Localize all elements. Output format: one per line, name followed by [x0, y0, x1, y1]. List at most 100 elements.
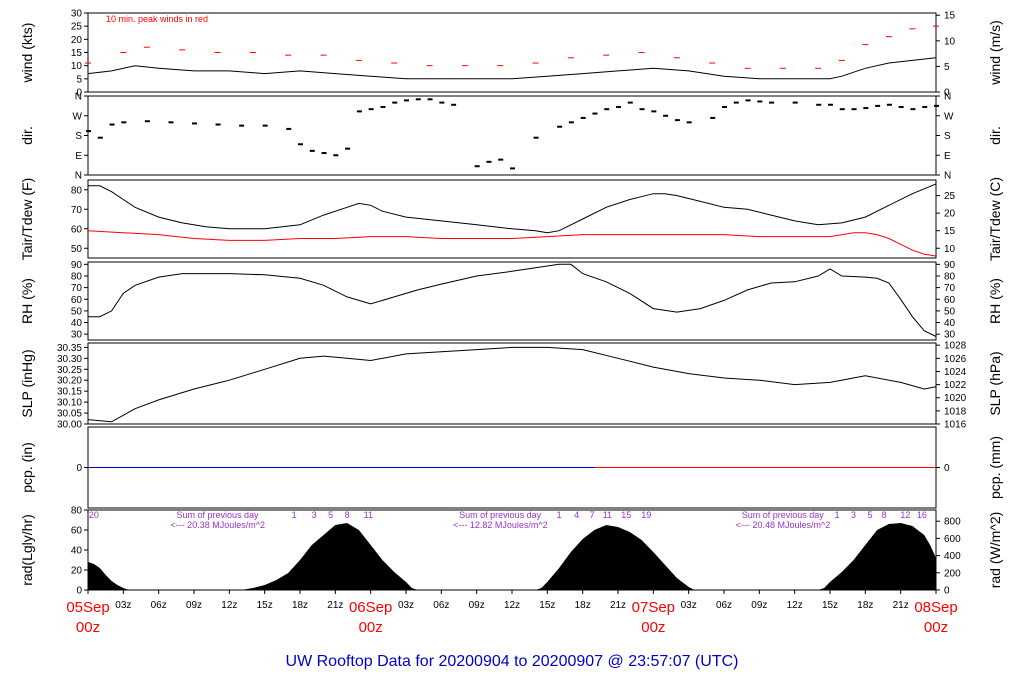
- wind-left-tick-label: 10: [71, 61, 83, 72]
- x-tick-label: 09z: [469, 600, 485, 611]
- dir-dir-mark: [886, 103, 892, 106]
- wind-series-0-line: [87, 57, 937, 80]
- dir-dir-mark: [663, 114, 669, 117]
- slp-right-tick-label: 1020: [944, 393, 967, 404]
- day-label-date: 05Sep: [66, 599, 109, 616]
- slp-right-tick-label: 1028: [944, 341, 967, 352]
- dir-dir-mark: [109, 123, 115, 126]
- rad-hour-mark: 16: [917, 510, 927, 520]
- dir-dir-mark: [745, 99, 751, 102]
- dir-right-tick-label: S: [944, 131, 951, 142]
- dir-dir-mark: [215, 123, 221, 126]
- dir-dir-mark: [192, 122, 197, 125]
- wind-right-tick-label: 15: [944, 11, 956, 22]
- slp-right-tick-label: 1024: [944, 367, 967, 378]
- dir-dir-mark: [934, 104, 939, 107]
- rad-left-axis-label: rad(Lgly/hr): [19, 514, 35, 586]
- rad-hour-mark: 11: [603, 510, 612, 520]
- dir-dir-mark: [627, 101, 633, 104]
- dir-right-tick-label: N: [944, 92, 951, 103]
- dir-dir-mark: [722, 105, 727, 108]
- dir-dir-mark: [616, 105, 621, 108]
- dir-dir-mark: [356, 110, 362, 113]
- rh-left-tick-label: 50: [71, 306, 83, 317]
- rh-left-tick-label: 40: [71, 318, 83, 329]
- slp-right-tick-label: 1026: [944, 354, 967, 365]
- wind-left-tick-label: 30: [71, 9, 83, 20]
- wind-right-tick-label: 0: [944, 88, 950, 99]
- slp-left-tick-label: 30.35: [57, 343, 82, 354]
- dir-dir-mark: [86, 130, 91, 133]
- dir-dir-mark: [333, 154, 339, 157]
- dir-right-tick-label: W: [944, 111, 954, 122]
- dir-dir-mark: [710, 116, 716, 119]
- dir-dir-mark: [604, 108, 610, 111]
- slp-left-tick-label: 30.30: [57, 354, 82, 365]
- wind-left-tick-label: 5: [76, 74, 82, 85]
- temp-series-0-line: [88, 183, 937, 234]
- rad-left-tick-label: 20: [71, 566, 83, 577]
- dir-right-axis-label: dir.: [987, 126, 1003, 145]
- x-tick-label: 09z: [186, 600, 202, 611]
- dir-left-tick-label: S: [75, 131, 82, 142]
- rad-hour-mark: 20: [89, 510, 99, 520]
- temp-panel-frame: [87, 179, 937, 259]
- temp-right-axis-label: Tair/Tdew (C): [987, 177, 1003, 261]
- slp-series-0-line: [87, 346, 937, 423]
- rh-left-axis-label: RH (%): [19, 278, 35, 324]
- x-tick-label: 15z: [539, 600, 555, 611]
- rh-right-tick-label: 70: [944, 283, 956, 294]
- dir-dir-mark: [415, 98, 421, 101]
- x-tick-label: 18z: [857, 600, 873, 611]
- temp-left-tick-label: 50: [71, 244, 83, 255]
- dir-dir-mark: [898, 105, 904, 108]
- dir-dir-mark: [510, 167, 515, 170]
- rh-right-tick-label: 60: [944, 295, 956, 306]
- slp-right-axis-label: SLP (hPa): [987, 351, 1003, 415]
- x-tick-label: 12z: [504, 600, 520, 611]
- dir-dir-mark: [863, 107, 869, 110]
- dir-dir-mark: [97, 136, 103, 139]
- slp-left-tick-label: 30.10: [57, 398, 82, 409]
- dir-left-tick-label: N: [75, 92, 82, 103]
- dir-dir-mark: [168, 121, 174, 124]
- rh-right-tick-label: 80: [944, 271, 956, 282]
- rad-hour-mark: 1: [292, 510, 297, 520]
- dir-dir-mark: [427, 98, 433, 101]
- rad-hour-mark: 8: [345, 510, 350, 520]
- day-label-date: 08Sep: [914, 599, 957, 616]
- dir-dir-mark: [239, 124, 245, 127]
- rad-right-tick-label: 800: [944, 517, 961, 528]
- rh-series-0-line: [88, 263, 937, 337]
- rad-hour-mark: 5: [328, 510, 333, 520]
- rh-right-axis-label: RH (%): [987, 278, 1003, 324]
- x-tick-label: 06z: [716, 600, 732, 611]
- wind-left-tick-label: 20: [71, 35, 83, 46]
- slp-left-tick-label: 30.15: [57, 387, 82, 398]
- x-tick-label: 15z: [822, 600, 838, 611]
- x-tick-label: 03z: [398, 600, 414, 611]
- rh-left-tick-label: 30: [71, 330, 83, 341]
- temp-right-tick-label: 15: [944, 226, 956, 237]
- x-tick-label: 15z: [257, 600, 273, 611]
- rad-left-tick-label: 60: [71, 526, 83, 537]
- slp-left-tick-label: 30.05: [57, 409, 82, 420]
- dir-dir-mark: [769, 101, 775, 104]
- wind-left-tick-label: 25: [71, 22, 83, 33]
- x-tick-label: 03z: [681, 600, 697, 611]
- rad-hour-mark: 11: [364, 510, 373, 520]
- dir-panel-frame: [87, 95, 937, 176]
- x-tick-label: 03z: [115, 600, 131, 611]
- rad-hour-mark: 5: [868, 510, 873, 520]
- dir-dir-mark: [262, 124, 268, 127]
- pcp-right-axis-label: pcp. (mm): [987, 436, 1003, 499]
- dir-dir-mark: [592, 112, 598, 115]
- day-label-time: 00z: [641, 619, 665, 636]
- dir-dir-mark: [922, 105, 928, 108]
- rad-right-tick-label: 0: [944, 586, 950, 597]
- dir-dir-mark: [298, 143, 303, 146]
- rad-hour-mark: 4: [574, 510, 579, 520]
- rad-right-tick-label: 600: [944, 534, 961, 545]
- rad-series-0-area: [88, 523, 936, 590]
